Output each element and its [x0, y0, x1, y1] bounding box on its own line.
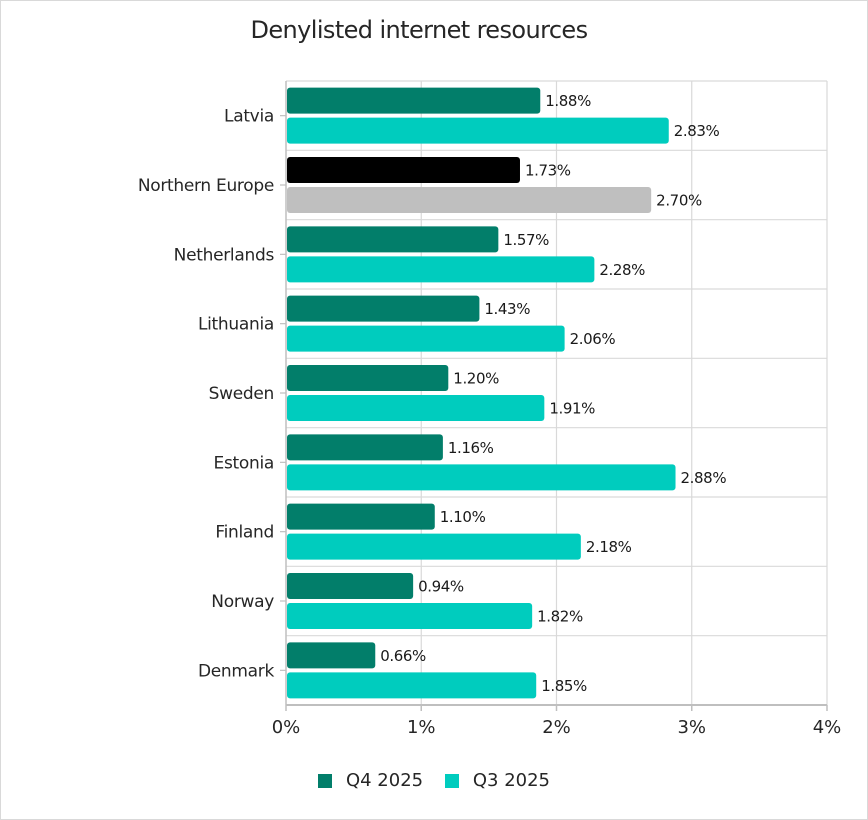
data-label: 1.73% [525, 162, 571, 180]
legend-item-q4-2025: Q4 2025 [317, 770, 424, 791]
category-label: Denmark [198, 661, 274, 681]
bar-q4-2025 [287, 295, 480, 322]
category-label: Estonia [214, 453, 274, 473]
data-label: 2.83% [674, 122, 720, 140]
bar-q3-2025 [287, 533, 581, 560]
bar-q4-2025 [287, 226, 499, 253]
bar-q3-2025 [287, 672, 537, 699]
gridlines [280, 80, 828, 711]
bar-q3-2025 [287, 464, 676, 491]
bar-q4-2025 [287, 573, 414, 599]
data-label: 1.57% [503, 231, 549, 249]
category-label: Netherlands [174, 245, 275, 265]
category-label: Norway [211, 592, 274, 612]
bar-q3-2025 [287, 187, 652, 213]
bar-q4-2025 [287, 642, 376, 669]
bar-q4-2025 [287, 157, 520, 183]
category-label: Northern Europe [138, 176, 274, 196]
data-label: 1.20% [453, 370, 499, 388]
data-label: 1.88% [545, 92, 591, 110]
legend-swatch-q4-2025 [317, 773, 332, 788]
data-label: 1.10% [440, 508, 486, 526]
labels: 0% 1% 2% 3% 4% Latvia 1.88% 2.83% Northern Europ… [138, 92, 841, 738]
x-tick-label: 3% [677, 717, 706, 738]
bar-q4-2025 [287, 434, 443, 461]
legend-swatch-q3-2025 [444, 773, 459, 788]
legend-item-q3-2025: Q3 2025 [444, 770, 551, 791]
data-label: 2.06% [570, 330, 616, 348]
data-label: 2.70% [656, 192, 702, 210]
x-tick-label: 2% [542, 717, 571, 738]
data-label: 0.94% [418, 578, 464, 596]
bar-q3-2025 [287, 395, 545, 421]
data-label: 1.91% [549, 400, 595, 418]
bar-chart: 0% 1% 2% 3% 4% Latvia 1.88% 2.83% Northern Europ… [138, 80, 841, 738]
x-tick-label: 4% [813, 717, 842, 738]
bars [287, 87, 676, 699]
chart-title: Denylisted internet resources [250, 16, 589, 44]
data-label: 1.82% [537, 608, 583, 626]
bar-q4-2025 [287, 87, 541, 114]
data-label: 2.28% [599, 261, 645, 279]
x-tick-label: 0% [272, 717, 301, 738]
bar-q3-2025 [287, 117, 669, 144]
data-label: 2.18% [586, 538, 632, 556]
legend-label-q3-2025: Q3 2025 [472, 770, 551, 791]
bar-q3-2025 [287, 256, 595, 283]
x-tick-label: 1% [407, 717, 436, 738]
category-label: Finland [215, 523, 274, 543]
category-label: Latvia [224, 107, 274, 127]
data-label: 1.85% [541, 677, 587, 695]
bar-q3-2025 [287, 603, 533, 629]
legend-label-q4-2025: Q4 2025 [345, 770, 424, 791]
legend: Q4 2025 Q3 2025 [0, 770, 868, 793]
category-label: Lithuania [198, 315, 274, 335]
data-label: 0.66% [380, 647, 426, 665]
category-label: Sweden [209, 384, 274, 404]
bar-q4-2025 [287, 365, 449, 391]
bar-q3-2025 [287, 325, 565, 352]
data-label: 1.16% [448, 439, 494, 457]
data-label: 1.43% [484, 300, 530, 318]
data-label: 2.88% [681, 469, 727, 487]
bar-q4-2025 [287, 503, 435, 530]
